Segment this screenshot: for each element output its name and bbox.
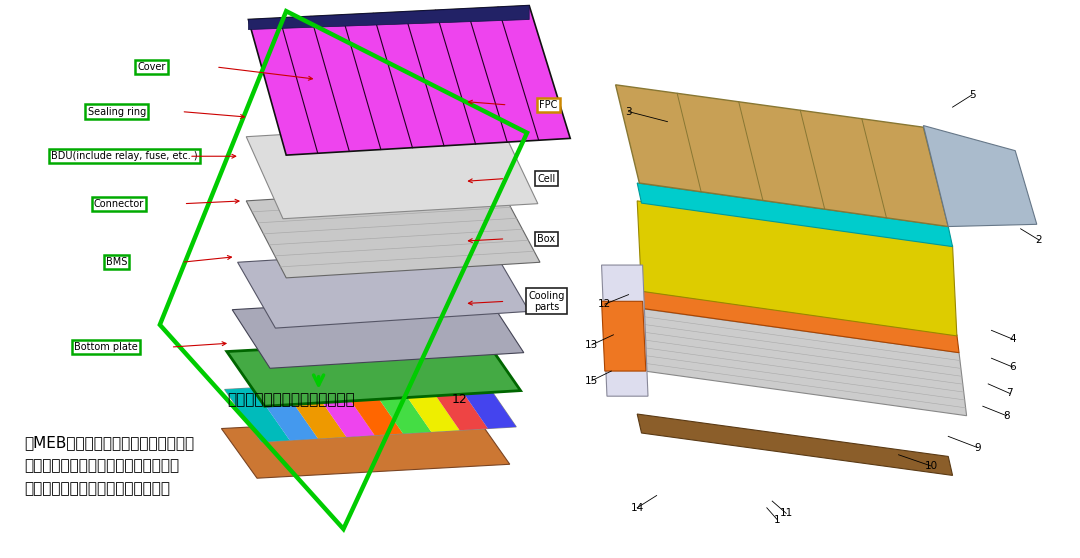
Polygon shape xyxy=(221,415,510,478)
Polygon shape xyxy=(637,201,957,336)
Text: Bottom plate: Bottom plate xyxy=(73,342,138,352)
Polygon shape xyxy=(253,386,318,440)
Text: 15: 15 xyxy=(585,376,598,386)
Polygon shape xyxy=(637,414,953,475)
Text: 13: 13 xyxy=(585,340,598,350)
Polygon shape xyxy=(367,380,431,434)
Text: 14: 14 xyxy=(631,503,644,513)
Text: 从MEB到吉利的浩瀞架构，电池的长度
可配置，特别是长距离长电池，根据轴
距来调整，这个递辑还是起到作用了: 从MEB到吉利的浩瀞架构，电池的长度 可配置，特别是长距离长电池，根据轴 距来调… xyxy=(24,435,194,496)
Text: BDU(include relay, fuse, etc. ): BDU(include relay, fuse, etc. ) xyxy=(51,151,198,161)
Polygon shape xyxy=(248,6,570,155)
Polygon shape xyxy=(602,301,646,371)
Polygon shape xyxy=(225,375,516,442)
Polygon shape xyxy=(616,85,948,227)
Text: Box: Box xyxy=(538,234,555,244)
Text: Cooling
parts: Cooling parts xyxy=(528,291,565,312)
Polygon shape xyxy=(248,6,529,30)
Text: 2: 2 xyxy=(1036,235,1042,245)
Polygon shape xyxy=(923,126,1037,227)
Polygon shape xyxy=(246,122,538,219)
Text: Cell: Cell xyxy=(538,174,555,184)
Polygon shape xyxy=(602,265,648,396)
Polygon shape xyxy=(423,377,488,430)
Text: 1: 1 xyxy=(774,515,781,525)
Text: Connector: Connector xyxy=(94,199,144,209)
Text: 10: 10 xyxy=(924,461,937,471)
Text: 12: 12 xyxy=(598,299,611,309)
Text: 12: 12 xyxy=(451,393,468,406)
Polygon shape xyxy=(310,383,375,437)
Text: BMS: BMS xyxy=(106,257,127,267)
Polygon shape xyxy=(338,382,403,435)
Polygon shape xyxy=(453,375,516,429)
Polygon shape xyxy=(637,308,967,416)
Polygon shape xyxy=(238,247,529,328)
Text: 5: 5 xyxy=(969,90,975,100)
Text: Cover: Cover xyxy=(137,62,165,72)
Polygon shape xyxy=(395,378,460,432)
Polygon shape xyxy=(637,290,959,353)
Text: 11: 11 xyxy=(780,508,793,518)
Text: 6: 6 xyxy=(1010,362,1016,372)
Text: 从长电池版本切换到短电池版本: 从长电池版本切换到短电池版本 xyxy=(228,392,355,407)
Text: Sealing ring: Sealing ring xyxy=(87,107,146,117)
Polygon shape xyxy=(246,185,540,278)
Polygon shape xyxy=(637,183,953,247)
Text: 9: 9 xyxy=(974,442,981,453)
Polygon shape xyxy=(232,295,524,368)
Polygon shape xyxy=(225,388,289,442)
Polygon shape xyxy=(650,210,946,330)
Polygon shape xyxy=(282,384,347,439)
Polygon shape xyxy=(227,338,521,406)
Text: 8: 8 xyxy=(1003,411,1010,421)
Text: 4: 4 xyxy=(1010,334,1016,344)
Text: 7: 7 xyxy=(1007,388,1013,398)
Text: 3: 3 xyxy=(625,107,632,117)
Text: FPC: FPC xyxy=(539,100,558,110)
